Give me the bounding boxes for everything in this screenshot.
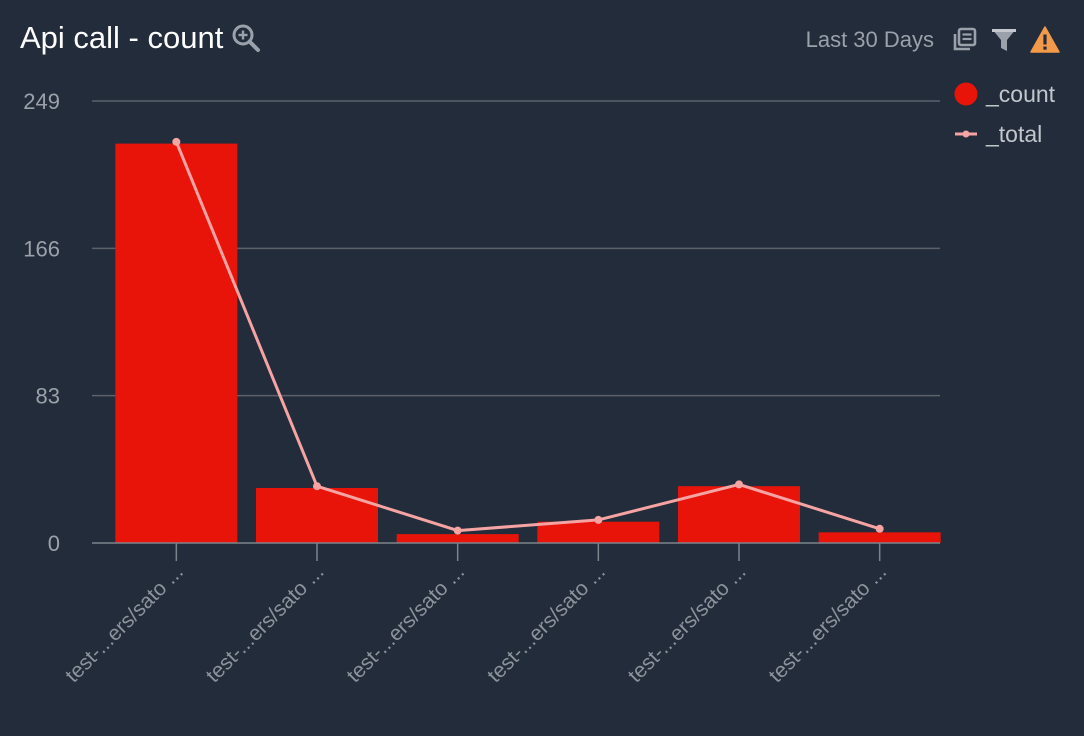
x-tick-label: test-...ers/sato ... — [202, 560, 329, 687]
y-tick-label: 249 — [23, 89, 60, 114]
bar — [256, 487, 378, 543]
bar-series — [115, 143, 941, 543]
legend-label-total: _total — [986, 120, 1043, 147]
total-line — [174, 141, 881, 533]
line-point — [453, 526, 462, 535]
bar — [115, 143, 238, 543]
x-tick-label: test-...ers/sato ... — [61, 560, 188, 687]
line-point — [875, 524, 884, 533]
line-series — [172, 137, 884, 535]
y-tick-label: 83 — [36, 384, 60, 409]
zoom-in-icon[interactable] — [231, 23, 261, 53]
x-tick-label: test-...ers/sato ... — [764, 560, 891, 687]
line-point — [594, 515, 603, 524]
legend-line-marker — [952, 120, 980, 148]
panel-header: Api call - count — [20, 16, 261, 60]
legend-item-total[interactable]: _total — [952, 114, 1080, 154]
bar — [537, 521, 660, 543]
legend-label-count: _count — [986, 80, 1056, 107]
line-point — [735, 480, 743, 489]
y-axis-ticks: 0 83 166 249 — [23, 89, 60, 556]
copy-icon[interactable] — [950, 26, 978, 54]
chart-legend: _count _total — [952, 74, 1080, 154]
y-tick-label: 0 — [48, 531, 60, 556]
line-point — [172, 137, 181, 146]
legend-circle-marker — [952, 80, 980, 108]
bar — [818, 532, 941, 543]
warning-icon[interactable] — [1030, 26, 1060, 54]
y-tick-label: 166 — [23, 236, 60, 261]
panel-toolbar: Last 30 Days — [806, 20, 1060, 60]
x-axis-ticks: test-...ers/sato ... test-...ers/sato ...… — [61, 543, 891, 687]
bar — [396, 534, 519, 543]
legend-item-count[interactable]: _count — [952, 74, 1080, 114]
date-range-label[interactable]: Last 30 Days — [805, 27, 934, 52]
x-tick-label: test-...ers/sato ... — [624, 560, 751, 687]
line-point — [313, 482, 321, 491]
x-tick-label: test-...ers/sato ... — [483, 560, 610, 687]
x-tick-label: test-...ers/sato ... — [342, 560, 469, 687]
panel-title: Api call - count — [20, 20, 224, 55]
filter-icon[interactable] — [990, 26, 1018, 54]
